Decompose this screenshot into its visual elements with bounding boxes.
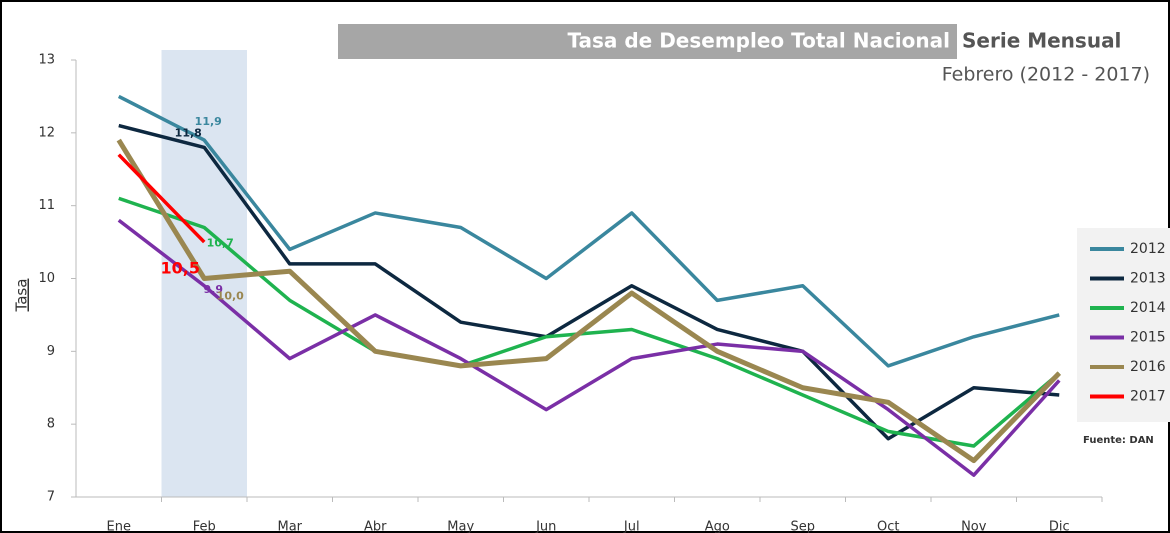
y-axis-label: Tasa — [13, 279, 31, 313]
x-tick-label: Feb — [193, 520, 216, 533]
data-label: 9,9 — [204, 283, 224, 296]
x-tick-label: Jul — [623, 520, 640, 533]
y-tick-label: 8 — [47, 417, 55, 432]
chart-title: Tasa de Desempleo Total Nacional — [567, 29, 950, 53]
legend-label: 2017 — [1130, 389, 1166, 405]
series-line — [117, 218, 1061, 477]
subtitle: Febrero (2012 - 2017) — [942, 64, 1150, 86]
y-tick-label: 7 — [47, 490, 55, 505]
data-label: 10,0 — [217, 290, 244, 303]
y-tick-label: 12 — [38, 125, 55, 140]
series-line — [116, 138, 1062, 464]
source: Fuente: DAN — [1083, 435, 1154, 446]
data-label: 11,8 — [175, 126, 202, 139]
chart-title-suffix: Serie Mensual — [962, 29, 1121, 53]
title-box — [338, 24, 957, 59]
x-tick-label: Mar — [277, 520, 302, 533]
series-line — [118, 123, 1060, 441]
x-tick-label: Dic — [1049, 520, 1070, 533]
x-tick-label: May — [447, 520, 474, 533]
x-tick-label: Oct — [877, 520, 899, 533]
series-line — [117, 94, 1060, 368]
legend-label: 2016 — [1130, 359, 1166, 375]
x-tick-label: Jun — [535, 520, 556, 533]
x-tick-label: Sep — [790, 520, 815, 533]
y-tick-label: 11 — [38, 198, 55, 213]
legend-label: 2013 — [1130, 271, 1166, 287]
series-line — [117, 153, 206, 244]
x-tick-label: Ago — [705, 520, 730, 533]
x-tick-label: Abr — [364, 520, 387, 533]
data-label: 10,7 — [207, 237, 234, 250]
series-line — [118, 196, 1061, 448]
x-tick-label: Nov — [961, 520, 987, 533]
legend-label: 2012 — [1130, 241, 1166, 257]
data-label: 10,5 — [161, 259, 200, 278]
y-tick-label: 13 — [38, 53, 55, 68]
legend-label: 2014 — [1130, 300, 1166, 316]
y-tick-label: 10 — [38, 271, 55, 286]
x-tick-label: Ene — [107, 520, 131, 533]
legend-label: 2015 — [1130, 330, 1166, 346]
y-tick-label: 9 — [47, 344, 55, 359]
data-label: 11,9 — [195, 115, 222, 128]
legend-box — [1077, 228, 1170, 422]
